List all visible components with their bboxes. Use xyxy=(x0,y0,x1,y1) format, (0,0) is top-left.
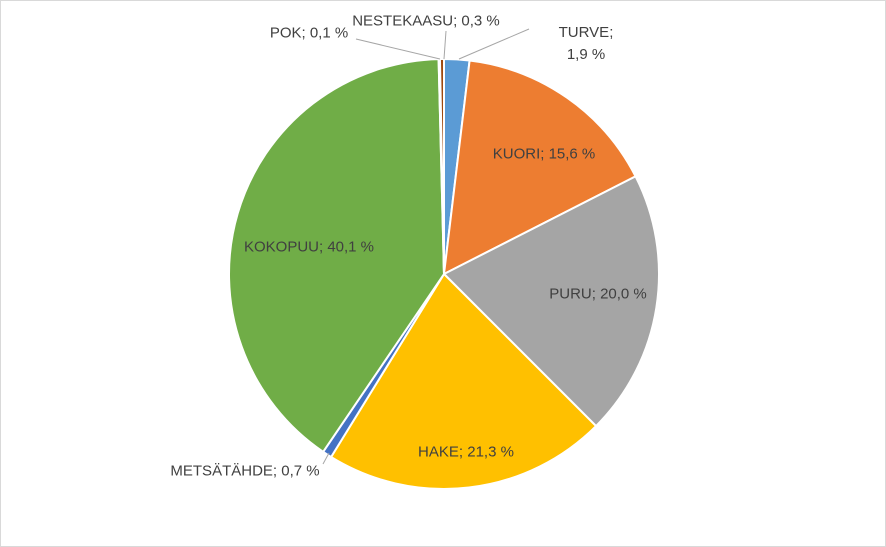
leader-line xyxy=(355,38,441,60)
slice-label: TURVE; 1,9 % xyxy=(558,24,614,63)
pie-slice xyxy=(442,175,660,428)
slice-label: METSÄTÄHDE; 0,7 % xyxy=(170,462,320,480)
pie-slice xyxy=(442,59,637,276)
slice-label: POK; 0,1 % xyxy=(269,24,349,42)
leader-line xyxy=(443,30,447,60)
pie-slice xyxy=(329,272,598,490)
pie-slice xyxy=(228,58,446,454)
slice-label: NESTEKAASU; 0,3 % xyxy=(352,12,500,30)
leader-line xyxy=(322,452,330,465)
slice-label: KUORI; 15,6 % xyxy=(492,145,596,163)
slice-label: KOKOPUU; 40,1 % xyxy=(243,238,375,256)
slice-label: HAKE; 21,3 % xyxy=(418,443,514,461)
leader-line xyxy=(458,28,530,60)
slice-label: PURU; 20,0 % xyxy=(549,285,647,303)
